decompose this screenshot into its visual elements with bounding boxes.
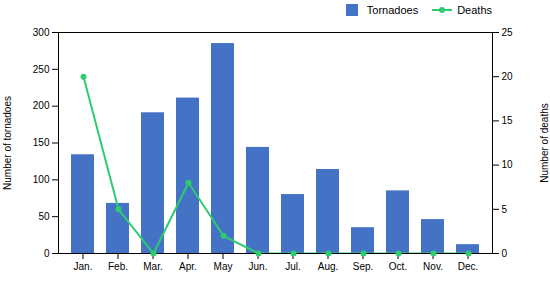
html-text:Tornadoes: Tornadoes: [366, 4, 419, 16]
svg-text:Jul.: Jul.: [285, 261, 301, 272]
svg-text:300: 300: [33, 27, 50, 38]
svg-text:15: 15: [502, 115, 514, 126]
svg-text:Jan.: Jan.: [74, 261, 93, 272]
svg-text:May: May: [214, 261, 233, 272]
svg-text:25: 25: [502, 27, 514, 38]
html-text:Deaths: Deaths: [457, 4, 492, 16]
svg-text:Oct.: Oct.: [389, 261, 407, 272]
svg-text:20: 20: [502, 71, 514, 82]
svg-text:150: 150: [33, 137, 50, 148]
svg-text:5: 5: [502, 204, 508, 215]
svg-text:Mar.: Mar.: [143, 261, 162, 272]
svg-text:Sep.: Sep.: [353, 261, 374, 272]
svg-text:Jun.: Jun.: [249, 261, 268, 272]
svg-text:250: 250: [33, 64, 50, 75]
svg-text:0: 0: [44, 248, 50, 259]
svg-text:Nov.: Nov.: [423, 261, 443, 272]
svg-text:10: 10: [502, 159, 514, 170]
svg-text:Number of deaths: Number of deaths: [539, 103, 550, 183]
svg-text:50: 50: [38, 211, 50, 222]
svg-text:Feb.: Feb.: [108, 261, 128, 272]
svg-text:100: 100: [33, 174, 50, 185]
svg-text:Aug.: Aug.: [318, 261, 339, 272]
svg-text:200: 200: [33, 100, 50, 111]
svg-text:Apr.: Apr.: [179, 261, 197, 272]
svg-text:0: 0: [502, 248, 508, 259]
svg-text:Dec.: Dec.: [458, 261, 479, 272]
svg-text:Number of tornadoes: Number of tornadoes: [2, 96, 13, 190]
